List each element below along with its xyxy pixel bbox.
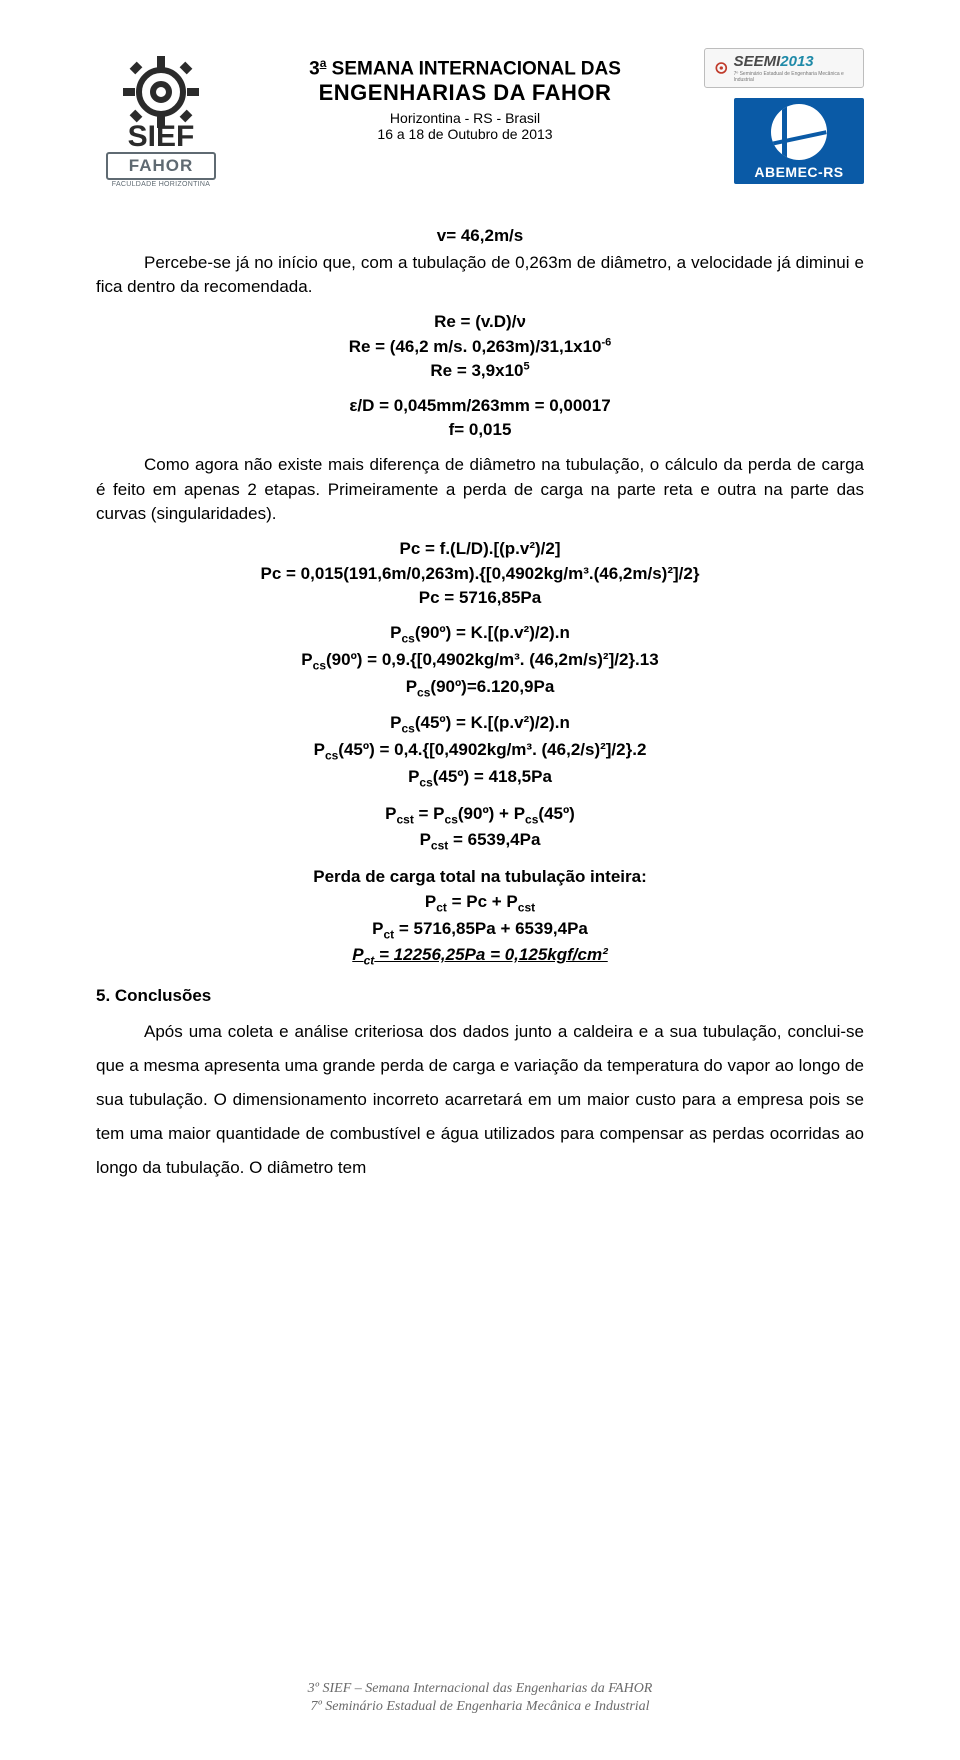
event-title-block: 3a SEMANA INTERNACIONAL DAS ENGENHARIAS …: [244, 48, 686, 142]
abemec-logo: ABEMEC-RS: [734, 98, 864, 184]
paragraph-2: Como agora não existe mais diferença de …: [96, 453, 864, 527]
pcs45-formula: Pcs(45º) = K.[(p.v²)/2).n: [96, 711, 864, 738]
re-result-exp: 5: [523, 361, 529, 373]
pc-formula: Pc = f.(L/D).[(p.v²)/2]: [96, 537, 864, 562]
pct-result: Pct = 12256,25Pa = 0,125kgf/cm²: [96, 943, 864, 970]
pcs45-substitution: Pcs(45º) = 0,4.{[0,4902kg/m³. (46,2/s)²]…: [96, 738, 864, 765]
seemi-year: 2013: [780, 53, 813, 70]
title-line3: Horizontina - RS - Brasil: [244, 110, 686, 126]
pcst-result: Pcst = 6539,4Pa: [96, 828, 864, 855]
pct-substitution: Pct = 5716,85Pa + 6539,4Pa: [96, 917, 864, 944]
pc-substitution: Pc = 0,015(191,6m/0,263m).{[0,4902kg/m³.…: [96, 562, 864, 587]
page-footer: 3º SIEF – Semana Internacional das Engen…: [0, 1680, 960, 1716]
fahor-sub: FACULDADE HORIZONTINA: [106, 181, 216, 188]
re-result-pre: Re = 3,9x10: [430, 361, 523, 380]
f-line: f= 0,015: [96, 418, 864, 443]
seemi-gear-icon: [713, 59, 730, 77]
epsilon-line: ε/D = 0,045mm/263mm = 0,00017: [96, 394, 864, 419]
v-result: v= 46,2m/s: [96, 224, 864, 249]
re-sub-pre: Re = (46,2 m/s. 0,263m)/31,1x10: [349, 337, 602, 356]
sief-text: SIEF: [128, 120, 195, 148]
re-sub-exp: -6: [602, 336, 612, 348]
footer-line2: 7º Seminário Estadual de Engenharia Mecâ…: [0, 1698, 960, 1716]
pc-result: Pc = 5716,85Pa: [96, 586, 864, 611]
title-line1: 3a SEMANA INTERNACIONAL DAS: [244, 56, 686, 80]
conclusion-paragraph: Após uma coleta e análise criteriosa dos…: [96, 1015, 864, 1185]
seemi-text: SEEMI: [734, 53, 781, 70]
fahor-logo: FAHOR FACULDADE HORIZONTINA: [106, 152, 216, 188]
re-formula: Re = (v.D)/ν: [96, 310, 864, 335]
title-prefix: 3: [309, 58, 320, 79]
pcs45-result: Pcs(45º) = 418,5Pa: [96, 765, 864, 792]
title-line1-rest: SEMANA INTERNACIONAL DAS: [326, 58, 621, 79]
sief-logo-block: SIEF FAHOR FACULDADE HORIZONTINA: [96, 48, 226, 188]
seemi-sub: 7º Seminário Estadual de Engenharia Mecâ…: [734, 71, 855, 83]
pcs90-formula: Pcs(90º) = K.[(p.v²)/2).n: [96, 621, 864, 648]
section-5-title: 5. Conclusões: [96, 984, 864, 1009]
fahor-label: FAHOR: [106, 152, 216, 180]
abemec-text: ABEMEC-RS: [734, 164, 864, 180]
document-body: v= 46,2m/s Percebe-se já no início que, …: [96, 224, 864, 1185]
page-header: SIEF FAHOR FACULDADE HORIZONTINA 3a SEMA…: [96, 48, 864, 188]
gear-icon: SIEF: [111, 48, 211, 148]
re-result: Re = 3,9x105: [96, 359, 864, 384]
right-logos: SEEMI2013 7º Seminário Estadual de Engen…: [704, 48, 864, 184]
footer-line1: 3º SIEF – Semana Internacional das Engen…: [0, 1680, 960, 1698]
total-loss-title: Perda de carga total na tubulação inteir…: [96, 865, 864, 890]
title-line2: ENGENHARIAS DA FAHOR: [244, 80, 686, 106]
seemi-logo: SEEMI2013 7º Seminário Estadual de Engen…: [704, 48, 864, 88]
re-substitution: Re = (46,2 m/s. 0,263m)/31,1x10-6: [96, 335, 864, 360]
pcs90-substitution: Pcs(90º) = 0,9.{[0,4902kg/m³. (46,2m/s)²…: [96, 648, 864, 675]
pcs90-result: Pcs(90º)=6.120,9Pa: [96, 675, 864, 702]
pct-formula: Pct = Pc + Pcst: [96, 890, 864, 917]
title-line4: 16 a 18 de Outubro de 2013: [244, 126, 686, 142]
intro-paragraph: Percebe-se já no início que, com a tubul…: [96, 251, 864, 300]
abemec-circle-icon: [771, 104, 827, 160]
pcst-formula: Pcst = Pcs(90º) + Pcs(45º): [96, 802, 864, 829]
